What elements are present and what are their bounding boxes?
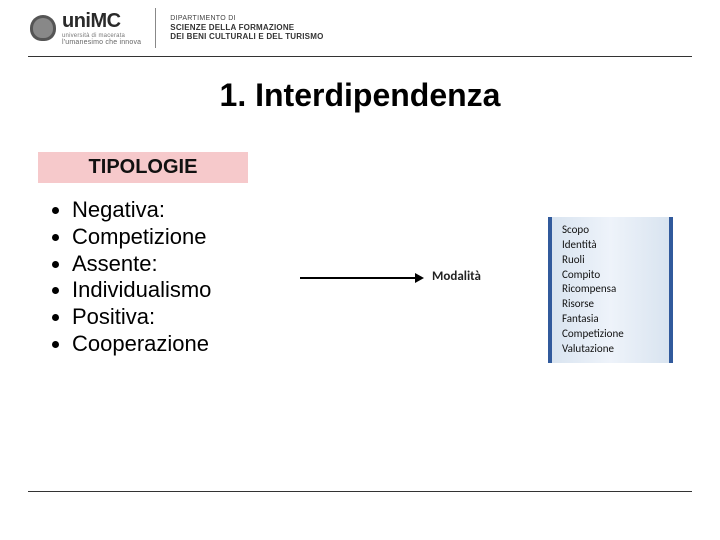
list-item-text: Negativa: — [72, 197, 165, 222]
divider-vertical — [155, 8, 156, 48]
side-item: Identità — [562, 238, 659, 253]
side-item: Fantasia — [562, 312, 659, 327]
department-label: DIPARTIMENTO DI — [170, 15, 323, 23]
list-item-text: Individualismo — [72, 277, 211, 302]
department-line-1: SCIENZE DELLA FORMAZIONE — [170, 23, 323, 32]
modalities-box: Scopo Identità Ruoli Compito Ricompensa … — [548, 217, 673, 363]
divider-bottom — [28, 491, 692, 492]
department-line-2: DEI BENI CULTURALI E DEL TURISMO — [170, 32, 323, 41]
university-tagline: l'umanesimo che innova — [62, 39, 141, 46]
content-area: Negativa: Competizione Assente: Individu… — [0, 197, 720, 358]
side-item: Ricompensa — [562, 282, 659, 297]
section-label: TIPOLOGIE — [38, 152, 248, 183]
side-item: Valutazione — [562, 342, 659, 357]
slide-header: uniMC università di macerata l'umanesimo… — [0, 0, 720, 54]
university-name: uniMC — [62, 10, 141, 33]
crest-icon — [30, 15, 56, 41]
side-item: Scopo — [562, 223, 659, 238]
list-item-text: Competizione — [72, 224, 207, 249]
list-item-text: Assente: — [72, 251, 158, 276]
side-item: Ruoli — [562, 253, 659, 268]
arrow-label: Modalità — [432, 269, 481, 284]
side-item: Compito — [562, 268, 659, 283]
list-item-text: Cooperazione — [72, 331, 209, 356]
side-item: Competizione — [562, 327, 659, 342]
university-logo: uniMC università di macerata l'umanesimo… — [30, 10, 141, 46]
slide-title: 1. Interdipendenza — [0, 77, 720, 114]
list-item-text: Positiva: — [72, 304, 155, 329]
department-block: DIPARTIMENTO DI SCIENZE DELLA FORMAZIONE… — [170, 15, 323, 41]
arrow-icon — [300, 277, 415, 279]
divider-top — [28, 56, 692, 57]
side-item: Risorse — [562, 297, 659, 312]
